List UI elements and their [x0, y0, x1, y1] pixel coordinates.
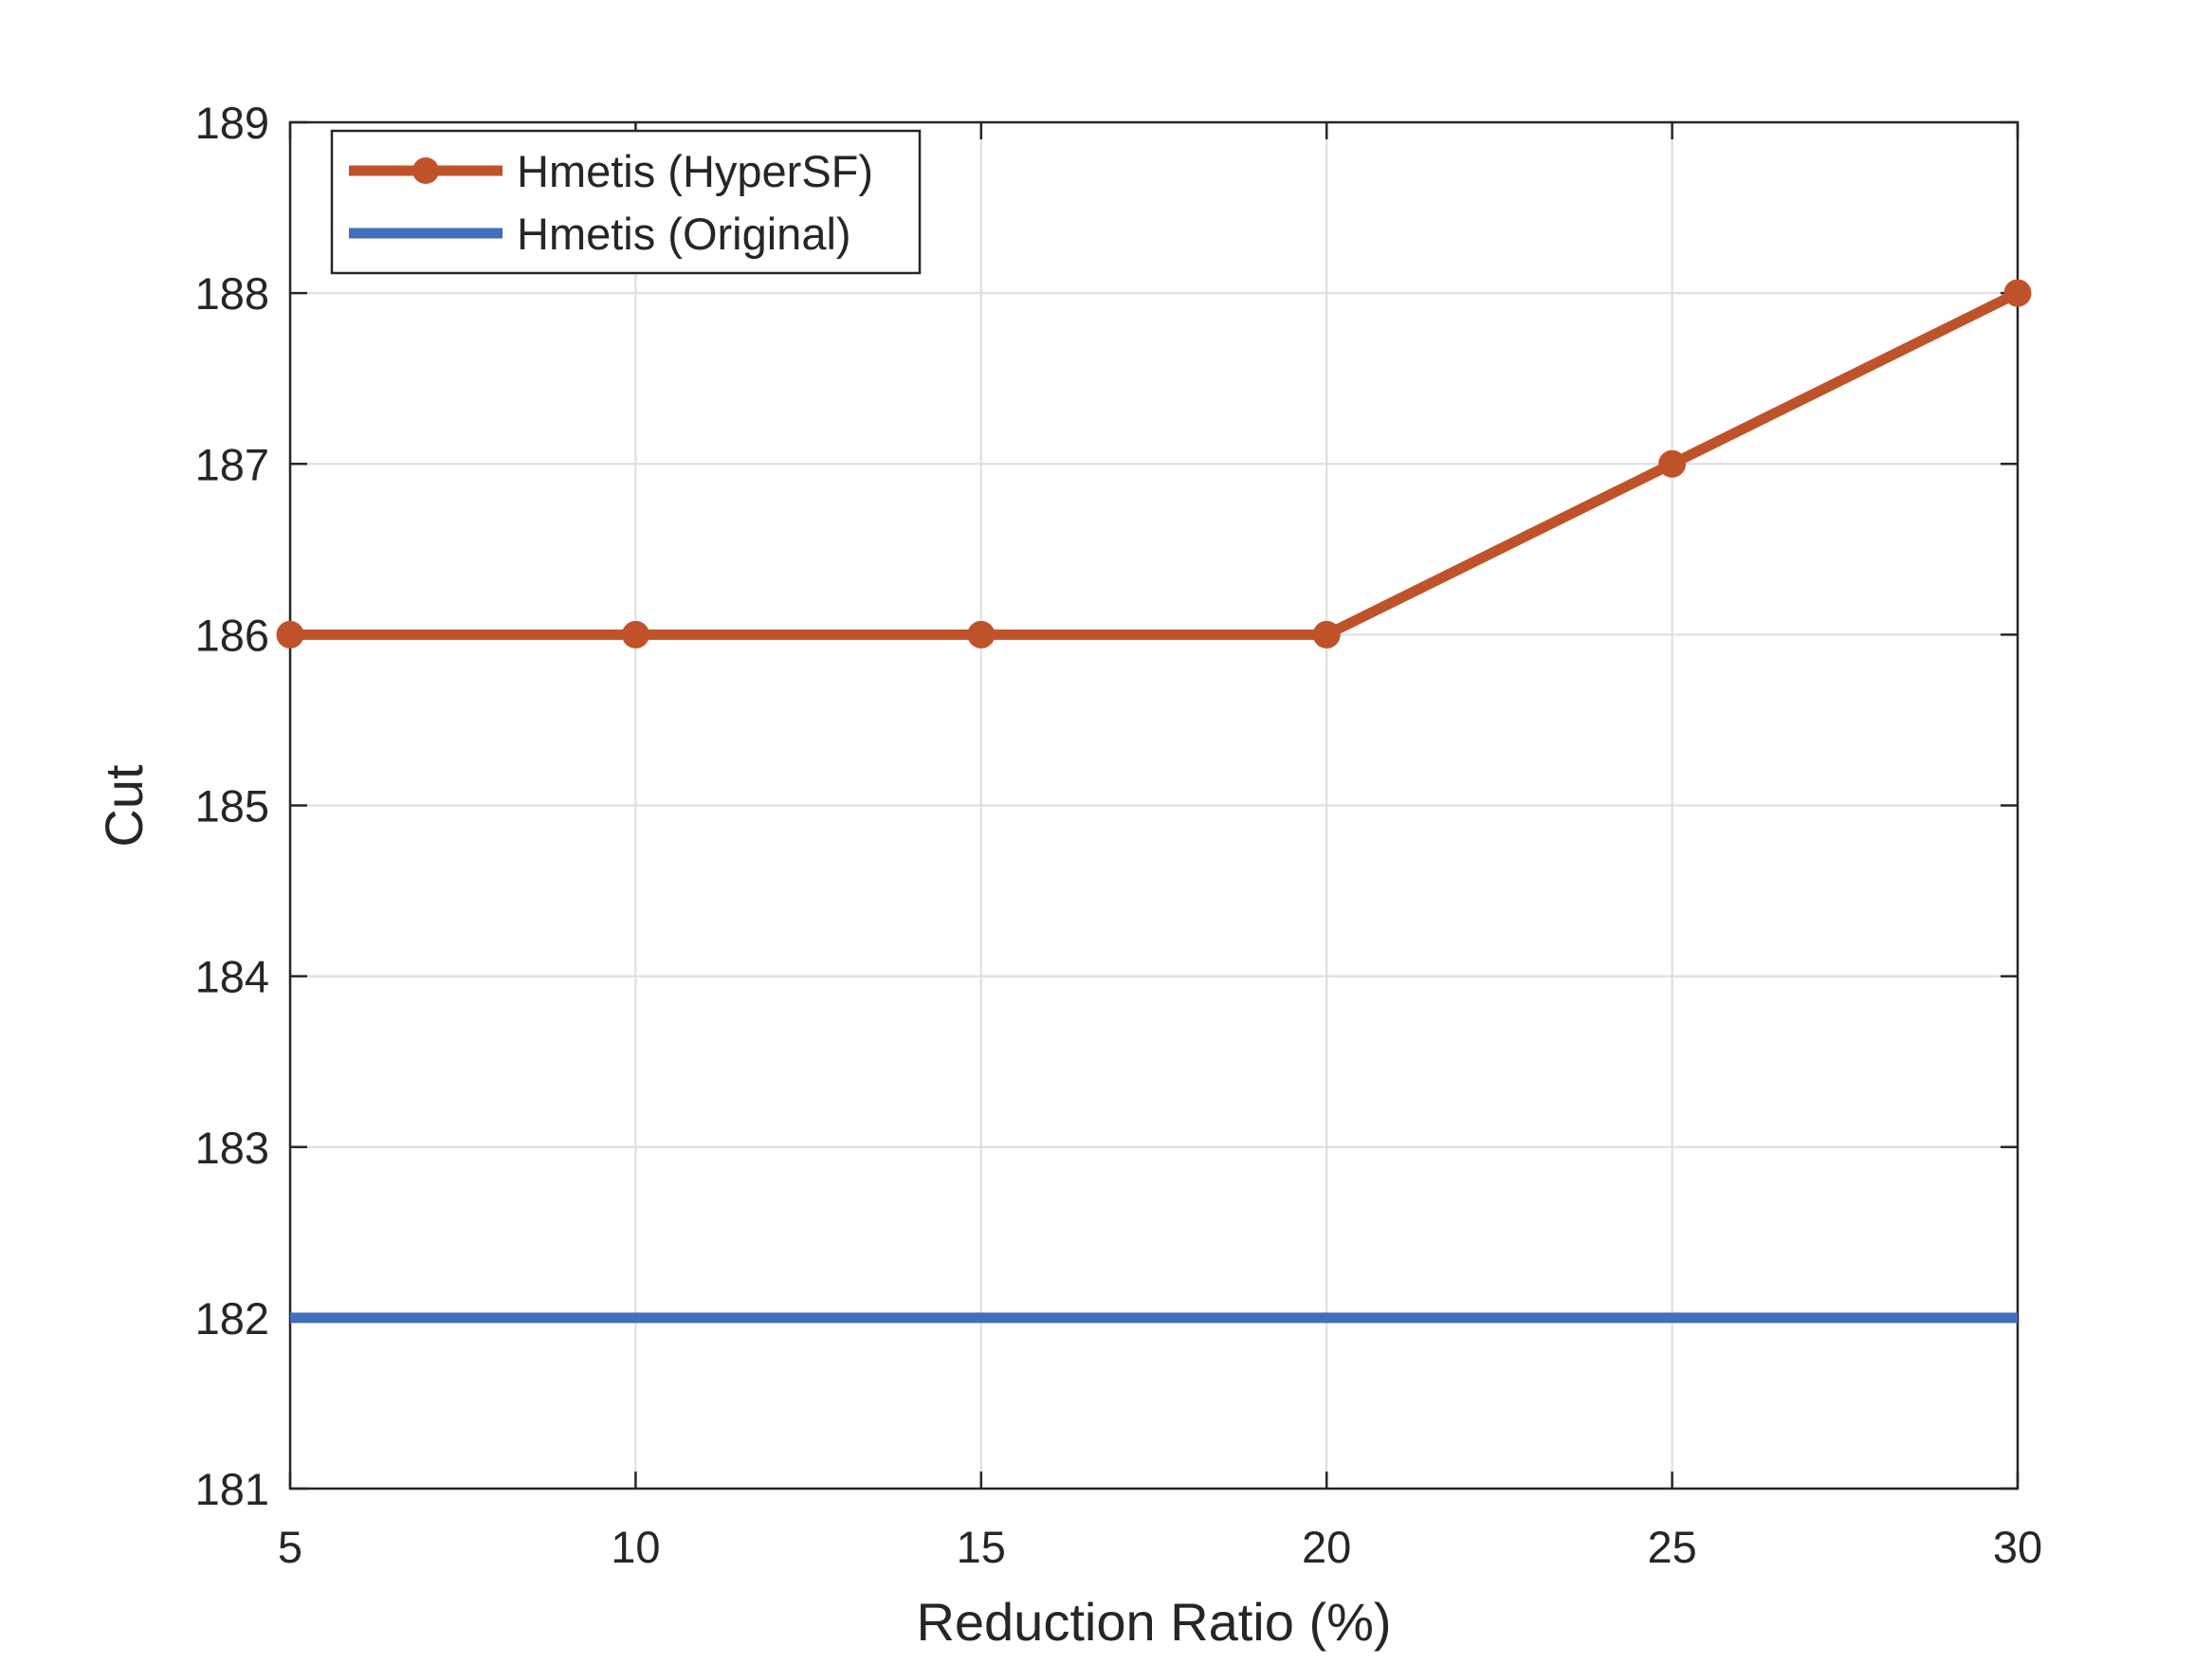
x-axis-label: Reduction Ratio (%): [916, 1592, 1391, 1652]
x-tick-label: 10: [611, 1522, 660, 1572]
x-tick-labels: 5 10 15 20 25 30: [278, 1522, 2042, 1572]
y-tick-label: 186: [195, 610, 269, 660]
y-tick-label: 184: [195, 952, 269, 1002]
data-point-hypersf: [621, 620, 649, 649]
legend-marker-hypersf: [412, 157, 439, 184]
data-series: [276, 279, 2032, 1324]
series-line-hypersf: [290, 288, 2020, 640]
x-tick-label: 20: [1302, 1522, 1351, 1572]
x-tick-label: 5: [278, 1522, 302, 1572]
y-axis-label: Cut: [94, 764, 154, 848]
data-point-hypersf: [1658, 449, 1687, 478]
y-tick-label: 189: [195, 98, 269, 148]
y-tick-label: 181: [195, 1464, 269, 1514]
legend-box: [330, 129, 922, 275]
y-tick-label: 187: [195, 439, 269, 489]
x-tick-label: 25: [1647, 1522, 1696, 1572]
data-point-hypersf: [276, 620, 304, 649]
y-tick-label: 188: [195, 268, 269, 319]
y-tick-label: 182: [195, 1293, 269, 1344]
y-tick-label: 185: [195, 781, 269, 832]
data-point-hypersf: [2003, 279, 2032, 307]
legend-label-hypersf: Hmetis (HyperSF): [517, 146, 873, 196]
y-tick-label: 183: [195, 1123, 269, 1173]
plot-frame: [288, 120, 2020, 1490]
legend: Hmetis (HyperSF) Hmetis (Original): [330, 129, 922, 275]
data-point-hypersf: [967, 620, 996, 649]
data-point-hypersf: [1312, 620, 1341, 649]
y-tick-labels: 181 182 183 184 185 186 187 188 189: [195, 98, 269, 1514]
x-tick-label: 30: [1993, 1522, 2042, 1572]
x-tick-label: 15: [957, 1522, 1006, 1572]
legend-label-original: Hmetis (Original): [517, 209, 851, 259]
